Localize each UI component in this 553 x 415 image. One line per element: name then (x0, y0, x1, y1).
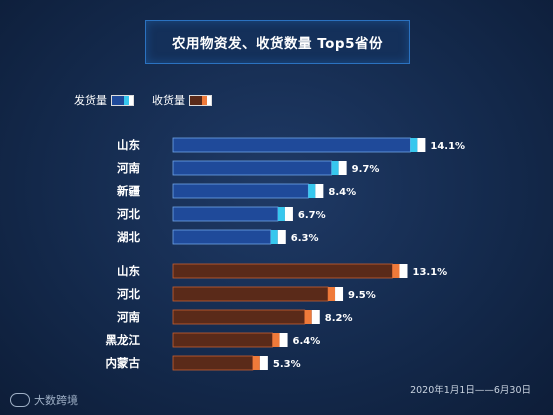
receive-bar-cap (272, 333, 280, 347)
ship-category-label: 山东 (117, 138, 140, 152)
ship-bar-cap (308, 184, 316, 198)
ship-bar-cap (277, 207, 285, 221)
receive-value-label: 13.1% (412, 267, 447, 278)
receive-category-label: 山东 (117, 264, 140, 278)
receive-bar (172, 355, 254, 371)
legend-ship: 发货量 (74, 92, 134, 108)
logo-text: 大数跨境 (34, 394, 78, 407)
legend-ship-label: 发货量 (74, 94, 107, 107)
date-range: 2020年1月1日——6月30日 (410, 385, 531, 396)
ship-bar (172, 206, 279, 222)
receive-bar-tip (279, 333, 288, 347)
ship-bar (172, 183, 309, 199)
ship-value-label: 6.7% (298, 210, 326, 221)
ship-value-label: 6.3% (291, 233, 319, 244)
ship-category-label: 河北 (117, 207, 140, 221)
ship-bar-tip (338, 161, 347, 175)
receive-bar (172, 286, 329, 302)
ship-bar (172, 229, 272, 245)
receive-category-label: 河南 (117, 310, 140, 324)
chart-title: 农用物资发、收货数量 Top5省份 (145, 20, 410, 64)
legend-ship-swatch (111, 94, 134, 106)
receive-value-label: 9.5% (348, 290, 376, 301)
ship-bar-cap (331, 161, 339, 175)
receive-bar-tip (399, 264, 408, 278)
receive-bar-cap (252, 356, 260, 370)
ship-bar-tip (284, 207, 293, 221)
receive-bar-tip (335, 287, 344, 301)
ship-bar (172, 160, 333, 176)
ship-category-label: 湖北 (117, 230, 140, 244)
receive-value-label: 5.3% (273, 359, 301, 370)
ship-value-label: 14.1% (430, 141, 465, 152)
receive-category-label: 黑龙江 (106, 333, 141, 347)
receive-value-label: 6.4% (293, 336, 321, 347)
ship-category-label: 新疆 (117, 184, 140, 198)
logo-icon (10, 393, 30, 407)
legend-receive-swatch (189, 94, 212, 106)
brand-logo: 大数跨境 (10, 392, 78, 408)
ship-value-label: 9.7% (352, 164, 380, 175)
receive-bar-tip (259, 356, 268, 370)
receive-bar-cap (328, 287, 336, 301)
legend-receive-label: 收货量 (152, 94, 185, 107)
legend-receive: 收货量 (152, 92, 212, 108)
ship-bar (172, 137, 411, 153)
receive-bar-cap (304, 310, 312, 324)
ship-bar-cap (410, 138, 418, 152)
receive-category-label: 河北 (117, 287, 140, 301)
ship-bar-tip (417, 138, 426, 152)
ship-category-label: 河南 (117, 161, 140, 175)
receive-value-label: 8.2% (325, 313, 353, 324)
receive-category-label: 内蒙古 (106, 356, 141, 370)
receive-bar-tip (311, 310, 320, 324)
receive-bar (172, 263, 393, 279)
ship-bar-tip (277, 230, 286, 244)
receive-bar-cap (392, 264, 400, 278)
ship-value-label: 8.4% (328, 187, 356, 198)
receive-bar (172, 309, 306, 325)
receive-bar (172, 332, 273, 348)
ship-bar-cap (270, 230, 278, 244)
ship-bar-tip (315, 184, 324, 198)
